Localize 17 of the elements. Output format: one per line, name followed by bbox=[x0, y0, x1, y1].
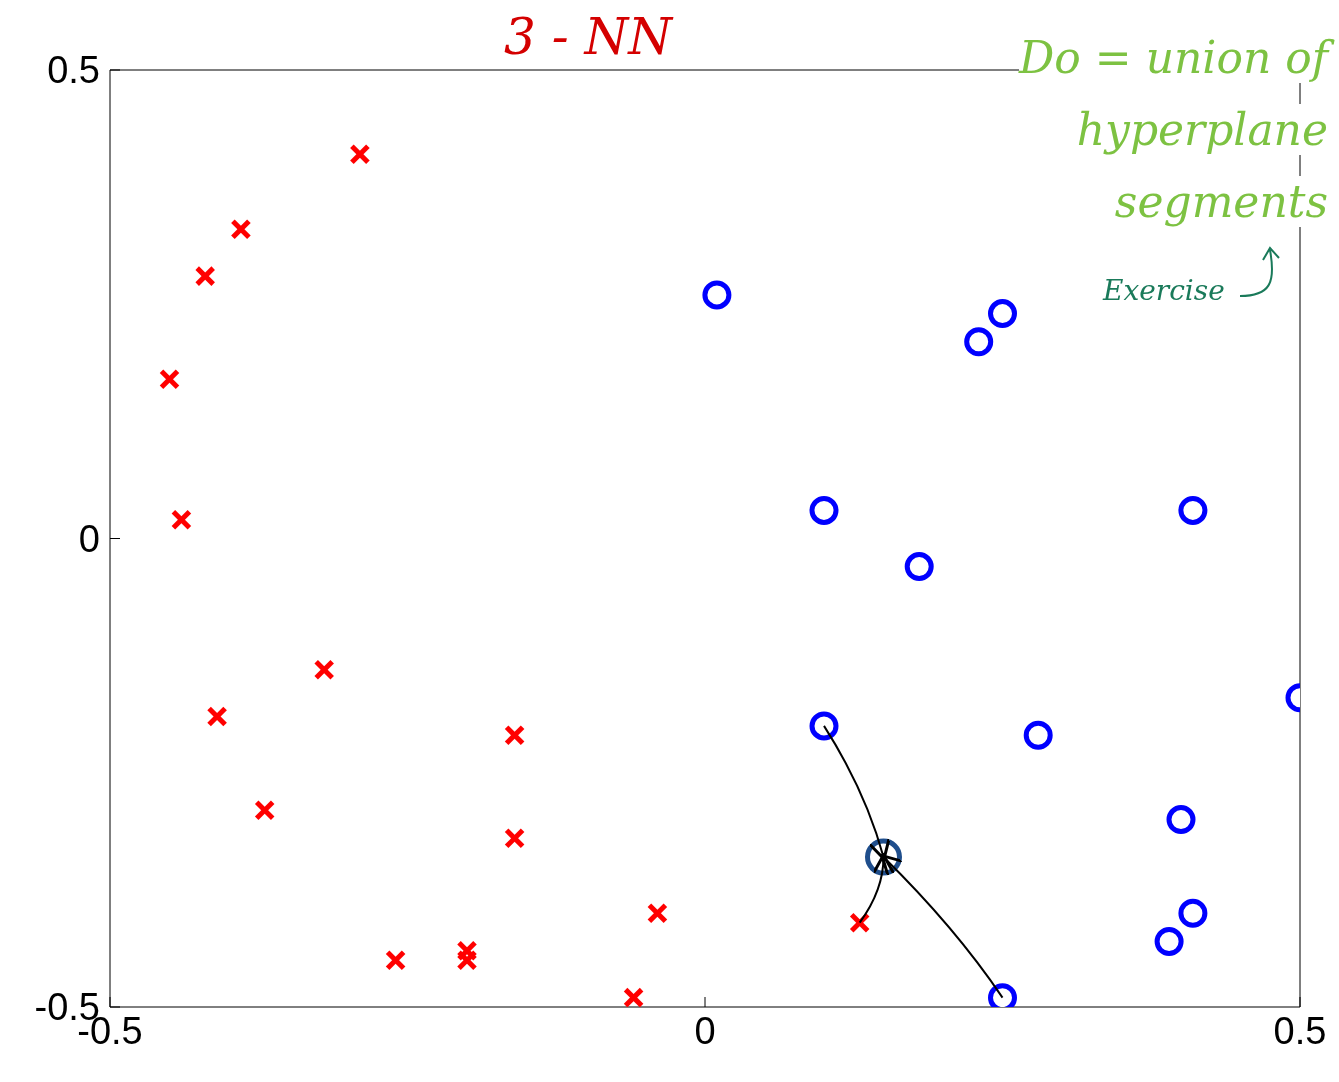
point bbox=[809, 495, 839, 525]
point bbox=[1023, 720, 1053, 750]
point bbox=[904, 552, 934, 582]
y-tick-label: 0.5 bbox=[47, 49, 100, 92]
x-tick-label: 0 bbox=[694, 1009, 716, 1052]
point bbox=[809, 711, 839, 741]
y-tick-label: 0 bbox=[78, 517, 100, 560]
point bbox=[1178, 495, 1208, 525]
point bbox=[1178, 898, 1208, 928]
point bbox=[1154, 926, 1184, 956]
annotation: Exercise bbox=[1103, 274, 1225, 307]
chart-title: 3 - NN bbox=[503, 8, 675, 66]
x-tick-label: 0.5 bbox=[1273, 1009, 1327, 1052]
point bbox=[988, 299, 1017, 329]
point bbox=[1166, 805, 1196, 835]
point bbox=[702, 280, 732, 310]
point bbox=[964, 327, 994, 357]
